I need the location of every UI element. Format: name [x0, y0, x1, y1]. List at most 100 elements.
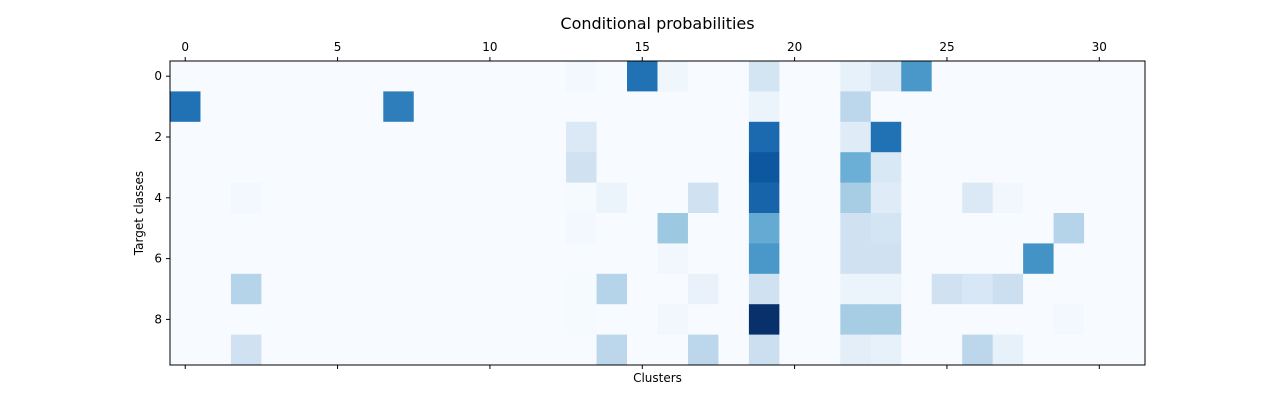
- heatmap-cell: [596, 91, 628, 123]
- heatmap-cell: [840, 273, 872, 305]
- heatmap-cell: [718, 182, 750, 214]
- heatmap-cell: [474, 152, 506, 183]
- heatmap-cell: [291, 213, 323, 244]
- heatmap-cell: [413, 121, 445, 153]
- heatmap-cell: [962, 304, 994, 335]
- heatmap-cell: [1053, 152, 1085, 183]
- heatmap-cell: [657, 243, 689, 275]
- heatmap-cell: [840, 152, 872, 183]
- heatmap-cell: [200, 121, 232, 153]
- heatmap-cell: [1114, 152, 1146, 183]
- heatmap-cell: [748, 152, 780, 183]
- heatmap-cell: [596, 182, 628, 214]
- heatmap-cell: [627, 243, 658, 275]
- heatmap-cell: [840, 304, 872, 335]
- heatmap-cell: [809, 121, 841, 153]
- heatmap-cell: [627, 334, 658, 366]
- heatmap-cell: [383, 182, 415, 214]
- heatmap-cell: [901, 91, 933, 123]
- heatmap-cell: [779, 152, 811, 183]
- heatmap-cell: [413, 213, 445, 244]
- heatmap-cell: [931, 121, 963, 153]
- heatmap-cell: [1114, 273, 1146, 305]
- heatmap-cell: [352, 91, 384, 123]
- heatmap-cell: [779, 213, 811, 244]
- y-tick-label: 2: [154, 130, 162, 144]
- heatmap-cell: [413, 152, 445, 183]
- heatmap-cell: [1053, 182, 1085, 214]
- heatmap-cell: [566, 243, 597, 275]
- heatmap-cell: [901, 334, 933, 366]
- heatmap-cell: [596, 304, 628, 335]
- heatmap-cell: [1023, 121, 1054, 153]
- heatmap-cell: [444, 152, 476, 183]
- heatmap-cell: [200, 273, 232, 305]
- heatmap-cell: [261, 152, 293, 183]
- heatmap-cell: [230, 61, 262, 92]
- heatmap-cell: [1084, 91, 1115, 123]
- heatmap-cell: [992, 152, 1024, 183]
- heatmap-cell: [992, 91, 1024, 123]
- heatmap-cell: [352, 121, 384, 153]
- heatmap-cell: [352, 273, 384, 305]
- heatmap-cell: [748, 273, 780, 305]
- heatmap-cell: [322, 182, 354, 214]
- heatmap-cell: [413, 243, 445, 275]
- heatmap-cell: [383, 243, 415, 275]
- heatmap-cell: [170, 121, 201, 153]
- heatmap-cell: [474, 182, 506, 214]
- heatmap-cell: [200, 61, 232, 92]
- heatmap-cell: [170, 304, 201, 335]
- heatmap-cell: [322, 243, 354, 275]
- heatmap-cell: [413, 61, 445, 92]
- heatmap-cell: [535, 61, 567, 92]
- heatmap-cell: [1053, 304, 1085, 335]
- heatmap-cell: [718, 213, 750, 244]
- y-axis-label: Target classes: [132, 171, 146, 256]
- heatmap-cell: [505, 334, 537, 366]
- heatmap-cell: [1114, 243, 1146, 275]
- heatmap-cell: [566, 273, 597, 305]
- heatmap-cell: [383, 152, 415, 183]
- heatmap-cell: [992, 273, 1024, 305]
- heatmap-cell: [748, 304, 780, 335]
- heatmap-cell: [809, 152, 841, 183]
- heatmap-cell: [1023, 334, 1054, 366]
- heatmap-cell: [1023, 91, 1054, 123]
- heatmap-cell: [444, 121, 476, 153]
- heatmap-cell: [261, 334, 293, 366]
- heatmap-cell: [322, 304, 354, 335]
- heatmap-cell: [657, 121, 689, 153]
- heatmap-cell: [1053, 61, 1085, 92]
- heatmap-cell: [1084, 152, 1115, 183]
- heatmap-cell: [657, 61, 689, 92]
- heatmap-cell: [291, 273, 323, 305]
- heatmap-cell: [291, 334, 323, 366]
- heatmap-cell: [170, 273, 201, 305]
- heatmap-cell: [962, 243, 994, 275]
- heatmap-cell: [505, 152, 537, 183]
- heatmap-cell: [1084, 273, 1115, 305]
- x-tick-label: 5: [334, 40, 342, 54]
- plot-frame: [169, 60, 1146, 366]
- heatmap-cell: [535, 121, 567, 153]
- heatmap-cell: [413, 273, 445, 305]
- heatmap-cell: [230, 91, 262, 123]
- heatmap-cell: [1114, 121, 1146, 153]
- heatmap-cell: [566, 121, 597, 153]
- heatmap-cell: [535, 243, 567, 275]
- heatmap-cell: [809, 61, 841, 92]
- heatmap-cell: [657, 91, 689, 123]
- heatmap-cell: [322, 61, 354, 92]
- heatmap-cell: [291, 152, 323, 183]
- heatmap-cell: [962, 91, 994, 123]
- heatmap-cell: [931, 273, 963, 305]
- heatmap-cell: [901, 273, 933, 305]
- heatmap-cell: [200, 182, 232, 214]
- heatmap-cell: [870, 213, 902, 244]
- heatmap-cell: [444, 334, 476, 366]
- heatmap-cell: [992, 304, 1024, 335]
- heatmap-cell: [230, 152, 262, 183]
- x-tick-label: 0: [181, 40, 189, 54]
